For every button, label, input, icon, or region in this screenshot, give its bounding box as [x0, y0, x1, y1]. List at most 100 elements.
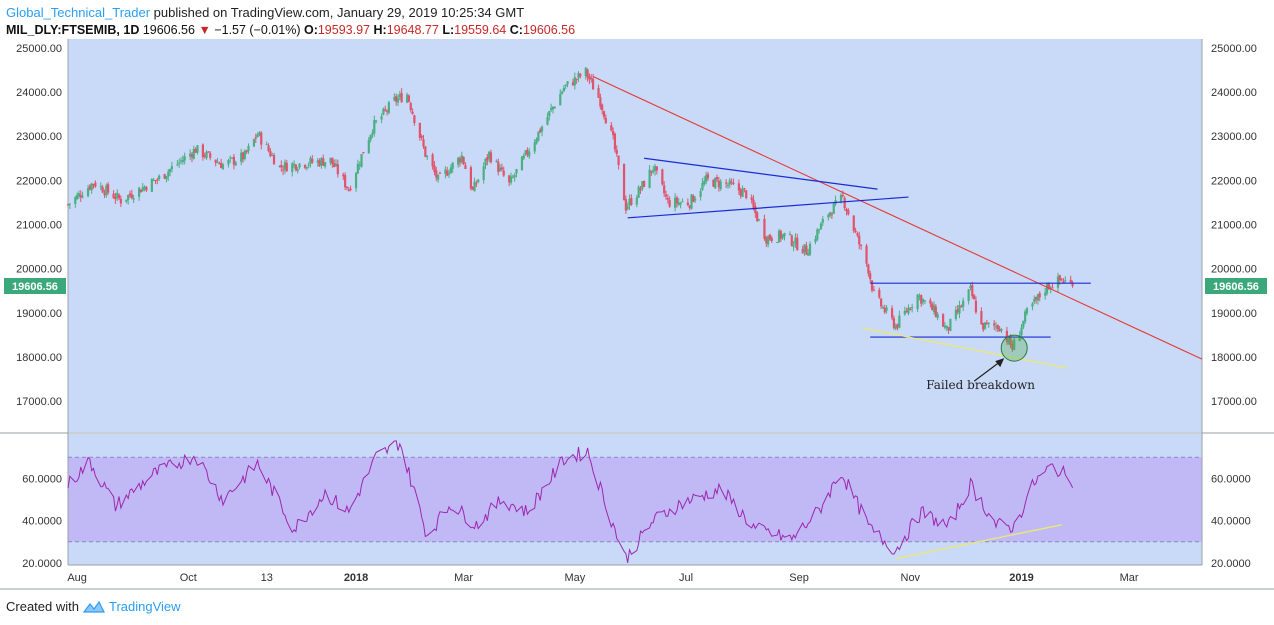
- candle[interactable]: [254, 133, 257, 143]
- candle[interactable]: [690, 193, 693, 210]
- candle[interactable]: [639, 185, 642, 195]
- candle[interactable]: [546, 112, 549, 126]
- candle[interactable]: [345, 186, 349, 191]
- candle[interactable]: [827, 213, 830, 221]
- candle[interactable]: [1022, 320, 1025, 330]
- candle[interactable]: [165, 175, 168, 183]
- candle[interactable]: [994, 321, 998, 332]
- candle[interactable]: [526, 147, 529, 158]
- candle[interactable]: [566, 81, 569, 88]
- candle[interactable]: [145, 186, 148, 192]
- candle[interactable]: [101, 184, 104, 194]
- candle[interactable]: [920, 294, 923, 307]
- candle[interactable]: [1031, 302, 1034, 311]
- candle[interactable]: [344, 172, 347, 191]
- candle[interactable]: [201, 143, 205, 161]
- symbol-label[interactable]: MIL_DLY:FTSEMIB, 1D: [6, 23, 140, 37]
- candle[interactable]: [788, 231, 792, 236]
- candle[interactable]: [316, 158, 319, 168]
- candle[interactable]: [247, 143, 250, 154]
- candle[interactable]: [936, 311, 939, 321]
- candle[interactable]: [766, 235, 770, 248]
- candle[interactable]: [283, 159, 287, 174]
- candle[interactable]: [278, 165, 281, 168]
- candle[interactable]: [668, 196, 671, 208]
- candle[interactable]: [125, 199, 128, 204]
- candle[interactable]: [732, 178, 735, 186]
- candle[interactable]: [776, 241, 779, 244]
- candle[interactable]: [183, 152, 186, 165]
- candle[interactable]: [469, 165, 473, 191]
- candle[interactable]: [382, 107, 385, 116]
- candle[interactable]: [435, 166, 438, 182]
- candle[interactable]: [221, 162, 225, 171]
- candle[interactable]: [471, 186, 474, 191]
- candle[interactable]: [584, 67, 587, 80]
- candle[interactable]: [847, 208, 850, 216]
- candle[interactable]: [230, 157, 234, 159]
- candle[interactable]: [220, 158, 223, 169]
- candle[interactable]: [653, 163, 657, 176]
- candle[interactable]: [805, 241, 808, 255]
- candle[interactable]: [296, 166, 299, 174]
- candle[interactable]: [393, 93, 396, 102]
- candle[interactable]: [497, 158, 500, 176]
- candle[interactable]: [945, 325, 948, 332]
- candle[interactable]: [384, 105, 387, 112]
- candle[interactable]: [150, 178, 153, 192]
- candle[interactable]: [564, 84, 567, 90]
- candle[interactable]: [712, 179, 715, 187]
- candle[interactable]: [892, 315, 895, 330]
- candle[interactable]: [973, 293, 976, 300]
- candle[interactable]: [272, 152, 276, 165]
- candle[interactable]: [354, 171, 358, 192]
- candle[interactable]: [413, 114, 416, 126]
- candle[interactable]: [770, 235, 773, 243]
- candle[interactable]: [958, 300, 961, 319]
- candle[interactable]: [537, 131, 540, 142]
- candle[interactable]: [369, 134, 372, 143]
- candle[interactable]: [743, 187, 746, 193]
- candle[interactable]: [209, 151, 212, 161]
- candle[interactable]: [728, 177, 731, 188]
- candle[interactable]: [475, 180, 478, 188]
- candle[interactable]: [768, 233, 772, 241]
- candle[interactable]: [666, 194, 669, 204]
- candle[interactable]: [117, 193, 121, 201]
- candle[interactable]: [513, 172, 516, 182]
- candle[interactable]: [1025, 306, 1029, 316]
- candle[interactable]: [447, 169, 451, 179]
- candle[interactable]: [307, 162, 310, 169]
- candle[interactable]: [865, 243, 868, 267]
- candle[interactable]: [898, 310, 901, 329]
- candle[interactable]: [74, 195, 77, 208]
- candle[interactable]: [869, 270, 872, 284]
- candle[interactable]: [641, 180, 644, 192]
- candle[interactable]: [725, 179, 728, 188]
- candle[interactable]: [628, 194, 631, 211]
- candle[interactable]: [245, 149, 248, 155]
- candle[interactable]: [858, 231, 861, 250]
- candle[interactable]: [207, 151, 210, 153]
- candle[interactable]: [699, 188, 702, 201]
- candle[interactable]: [548, 110, 551, 121]
- candle[interactable]: [1045, 282, 1049, 296]
- price-pane-background[interactable]: [68, 39, 1202, 432]
- candle[interactable]: [424, 146, 427, 158]
- candle[interactable]: [460, 151, 463, 164]
- candle[interactable]: [675, 195, 679, 208]
- candle[interactable]: [227, 158, 230, 168]
- candle[interactable]: [303, 164, 307, 170]
- candle[interactable]: [830, 212, 834, 219]
- candle[interactable]: [845, 207, 848, 216]
- candle[interactable]: [1036, 293, 1040, 305]
- candle[interactable]: [756, 211, 759, 222]
- candle[interactable]: [407, 94, 411, 103]
- candle[interactable]: [280, 160, 283, 172]
- candle[interactable]: [796, 233, 799, 251]
- candle[interactable]: [360, 153, 363, 168]
- candle[interactable]: [655, 166, 658, 175]
- candle[interactable]: [334, 159, 338, 167]
- candle[interactable]: [76, 192, 79, 201]
- candle[interactable]: [757, 218, 761, 222]
